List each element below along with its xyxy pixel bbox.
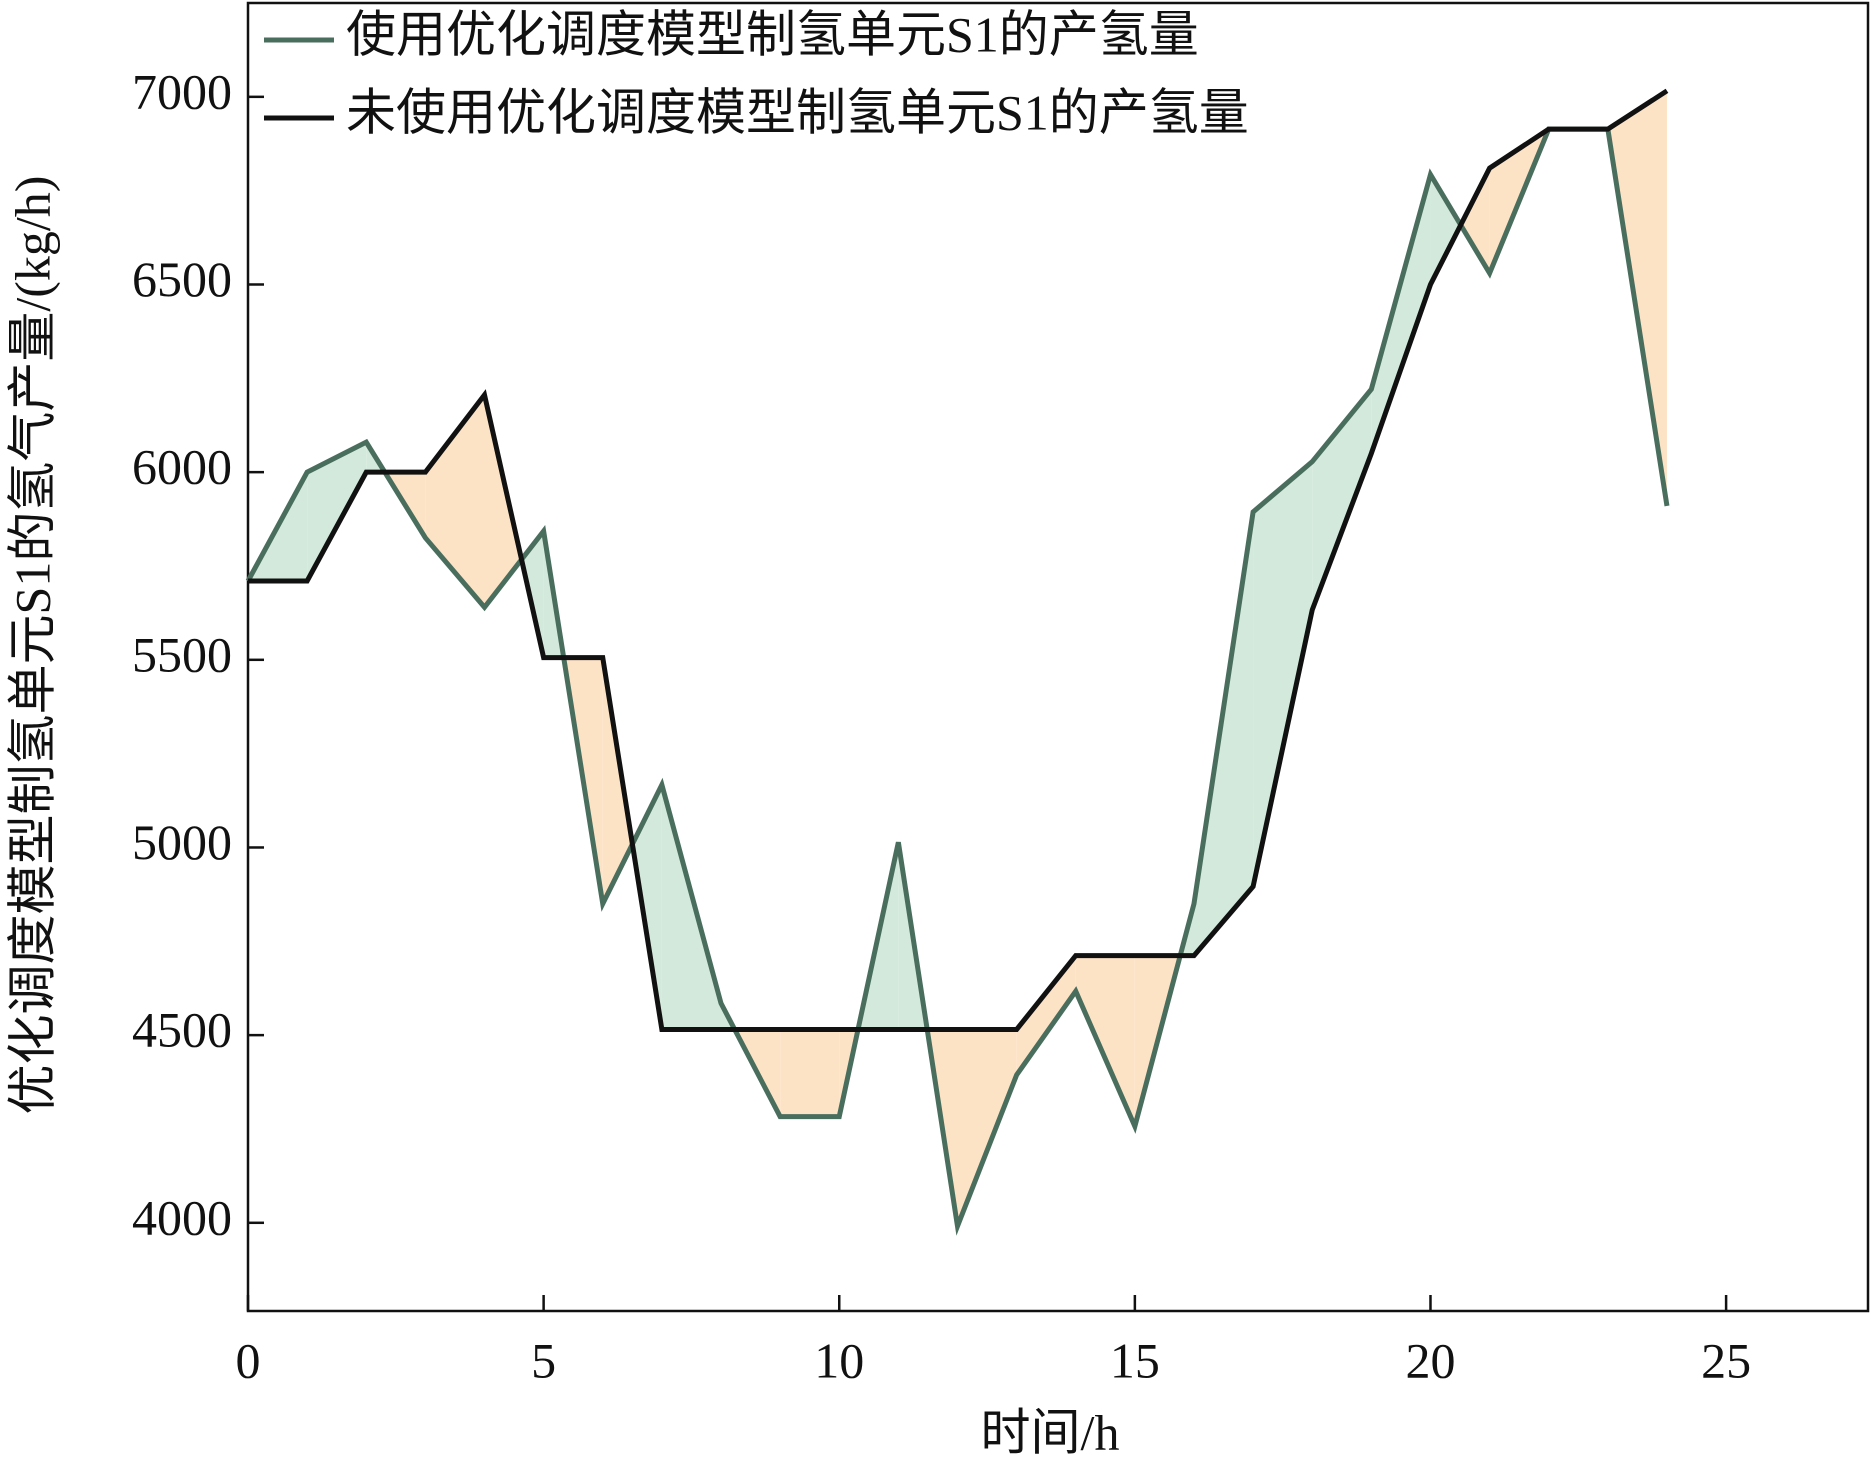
fill-between: [1430, 174, 1461, 285]
y-tick-label: 5500: [132, 626, 232, 682]
y-tick-label: 6500: [132, 251, 232, 307]
y-tick-label: 7000: [132, 63, 232, 119]
series-line: [248, 88, 1669, 1033]
fill-between: [780, 1029, 840, 1117]
x-tick-label: 0: [236, 1332, 261, 1388]
fill-between: [1016, 955, 1076, 1075]
fill-between: [484, 394, 522, 608]
y-tick-label: 4500: [132, 1002, 232, 1058]
y-axis-label: 优化调度模型制氢单元S1的氢气产量/(kg/h): [4, 176, 60, 1115]
legend-label: 未使用优化调度模型制氢单元S1的产氢量: [346, 84, 1249, 140]
x-tick-label: 10: [814, 1332, 864, 1388]
x-tick-label: 5: [531, 1332, 556, 1388]
y-tick-label: 4000: [132, 1189, 232, 1245]
fill-between: [1460, 168, 1490, 274]
x-tick-label: 15: [1110, 1332, 1160, 1388]
x-tick-label: 25: [1701, 1332, 1751, 1388]
y-tick-label: 6000: [132, 439, 232, 495]
x-tick-label: 20: [1405, 1332, 1455, 1388]
fill-between: [957, 1029, 1017, 1227]
fill-between: [1075, 955, 1135, 1127]
series-line: [245, 126, 1670, 1236]
y-tick-label: 5000: [132, 814, 232, 870]
x-axis-label: 时间/h: [981, 1404, 1120, 1460]
fill-between: [307, 442, 367, 581]
fill-between: [1371, 174, 1431, 454]
legend-label: 使用优化调度模型制氢单元S1的产氢量: [346, 6, 1199, 62]
fill-between: [1253, 461, 1313, 887]
plot-frame: [246, 1, 1870, 1313]
